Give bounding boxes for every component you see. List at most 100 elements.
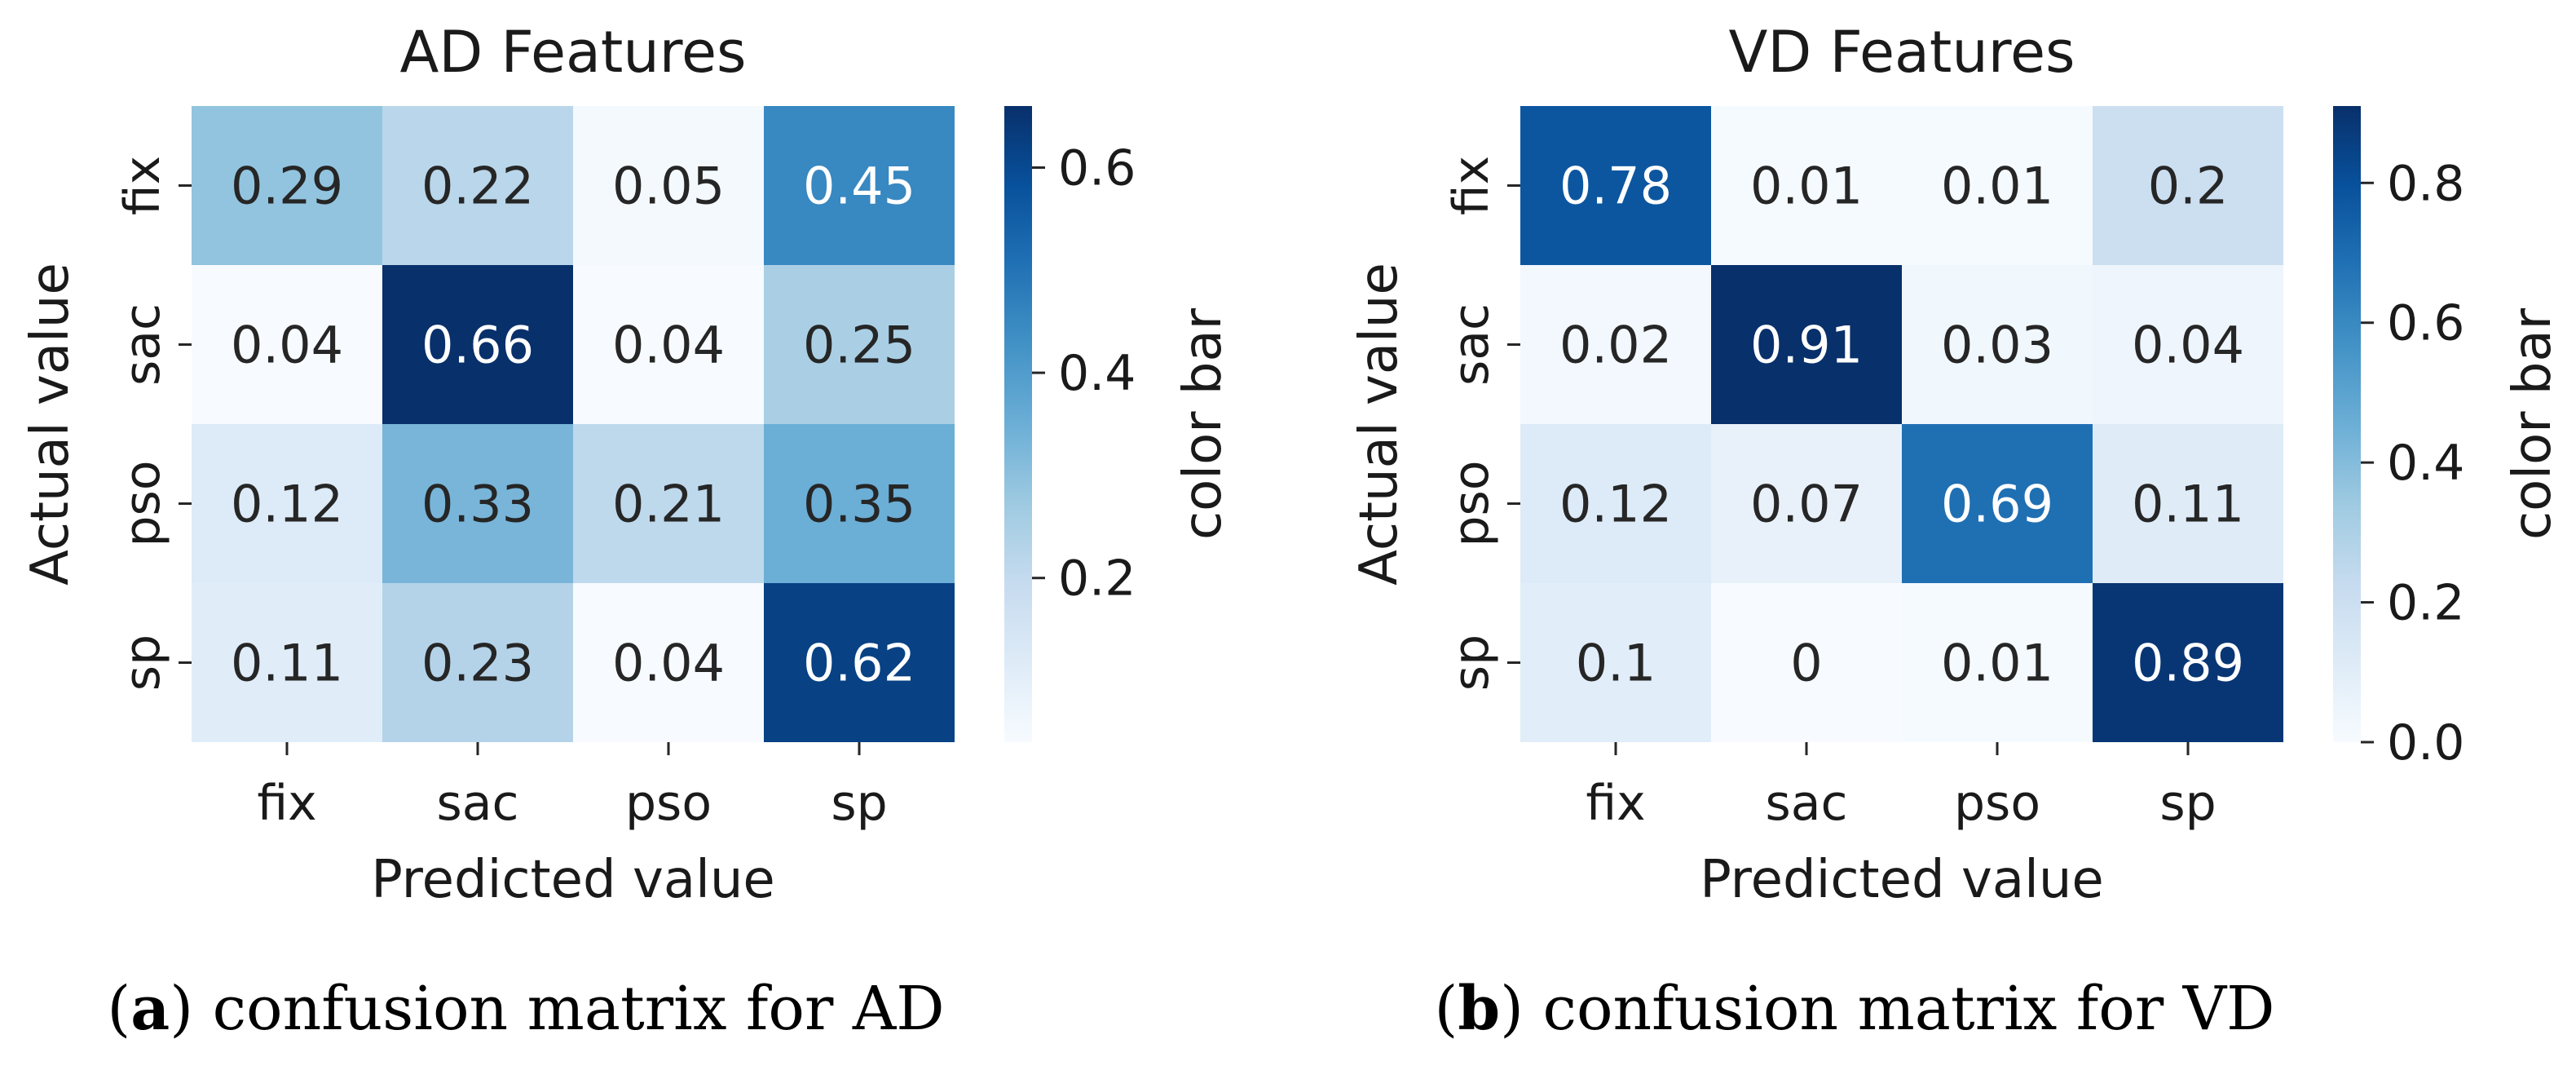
figure-caption: (a) confusion matrix for AD [107, 974, 944, 1044]
cell-value-label: 0.45 [803, 157, 915, 216]
heatmap-cell [764, 583, 955, 742]
colorbar-tick-label: 0.2 [2387, 575, 2464, 632]
colorbar-tick-label: 0.6 [2387, 295, 2464, 352]
caption-open-paren: ( [1434, 974, 1458, 1044]
x-tick-label: fix [257, 775, 316, 832]
colorbar [1004, 106, 1032, 742]
heatmap-cell [2093, 265, 2283, 424]
x-axis-label: Predicted value [371, 850, 775, 910]
cell-value-label: 0.25 [803, 316, 915, 375]
heatmap-cell [2093, 424, 2283, 583]
heatmap-cell [573, 265, 764, 424]
x-tick-label: sac [1765, 775, 1847, 832]
y-tick-label: fix [114, 156, 171, 215]
cell-value-label: 0.66 [421, 316, 534, 375]
cell-value-label: 0.69 [1941, 475, 2053, 534]
cell-value-label: 0.11 [231, 634, 343, 693]
heatmap-cell [1520, 265, 1711, 424]
chart-title: VD Features [1728, 19, 2075, 86]
cell-value-label: 0.2 [2148, 157, 2229, 216]
cell-value-label: 0.12 [231, 475, 343, 534]
heatmap-cell [1902, 106, 2093, 265]
caption-letter: b [1458, 974, 1500, 1044]
x-tick-label: sp [831, 775, 887, 832]
heatmap-cell [1520, 424, 1711, 583]
colorbar [2333, 106, 2361, 742]
colorbar-tick-label: 0.4 [2387, 435, 2464, 492]
colorbar-tick-label: 0.0 [2387, 714, 2464, 772]
x-tick-label: sac [436, 775, 518, 832]
cell-value-label: 0.01 [1941, 634, 2053, 693]
colorbar-tick-label: 0.6 [1058, 139, 1136, 197]
heatmap-cell [1520, 583, 1711, 742]
cell-value-label: 0.07 [1750, 475, 1863, 534]
y-tick-label: sp [114, 634, 171, 691]
heatmap-cell [1711, 424, 1902, 583]
heatmap-cell [764, 265, 955, 424]
heatmap-cell [573, 106, 764, 265]
y-tick-label: fix [1443, 156, 1500, 215]
caption-letter: a [130, 974, 170, 1044]
x-tick-label: fix [1586, 775, 1645, 832]
heatmap-cell [192, 106, 382, 265]
cell-value-label: 0.78 [1559, 157, 1672, 216]
colorbar-label: color bar [1173, 307, 1233, 540]
x-tick-label: sp [2159, 775, 2216, 832]
heatmap-cell [382, 106, 573, 265]
caption-open-paren: ( [107, 974, 130, 1044]
cell-value-label: 0.04 [231, 316, 343, 375]
heatmap-panel-ad: AD Features 0.29 0.22 0.05 0.45 0.04 0.66 0.04 0… [20, 19, 1233, 1044]
cell-value-label: 0.35 [803, 475, 915, 534]
caption-close-paren: ) [170, 974, 193, 1044]
cell-value-label: 0.23 [421, 634, 534, 693]
heatmap-cell [1902, 265, 2093, 424]
heatmap-cell [764, 424, 955, 583]
cell-value-label: 0.91 [1750, 316, 1863, 375]
y-axis-label: Actual value [1349, 263, 1409, 586]
cell-value-label: 0.29 [231, 157, 343, 216]
cell-value-label: 0.04 [2132, 316, 2244, 375]
cell-value-label: 0.04 [612, 634, 725, 693]
heatmap-cell [192, 424, 382, 583]
colorbar-tick-label: 0.8 [2387, 155, 2464, 212]
heatmap-cell [382, 583, 573, 742]
heatmap-cell [573, 424, 764, 583]
heatmap-cell [1520, 106, 1711, 265]
cell-value-label: 0.01 [1750, 157, 1863, 216]
cell-value-label: 0.03 [1941, 316, 2053, 375]
heatmap-cell [382, 424, 573, 583]
figure-caption: (b) confusion matrix for VD [1434, 974, 2274, 1044]
colorbar-tick-label: 0.4 [1058, 345, 1136, 402]
x-tick-label: pso [1954, 775, 2040, 832]
heatmap-cell [1902, 424, 2093, 583]
cell-value-label: 0.12 [1559, 475, 1672, 534]
colorbar-label: color bar [2503, 307, 2563, 540]
heatmap-cell [764, 106, 955, 265]
heatmap-cell [2093, 106, 2283, 265]
chart-title: AD Features [399, 19, 746, 86]
cell-value-label: 0.01 [1941, 157, 2053, 216]
caption-text: confusion matrix for AD [193, 974, 945, 1044]
cell-value-label: 0.62 [803, 634, 915, 693]
heatmap-cell [1711, 106, 1902, 265]
heatmap-cell [192, 583, 382, 742]
heatmap-cell [382, 265, 573, 424]
cell-value-label: 0.21 [612, 475, 725, 534]
heatmap-cell [573, 583, 764, 742]
y-tick-label: sac [114, 303, 171, 386]
x-tick-label: pso [625, 775, 712, 832]
y-tick-label: pso [114, 460, 171, 546]
heatmap-cell [1711, 265, 1902, 424]
cell-value-label: 0.89 [2132, 634, 2244, 693]
cell-value-label: 0.22 [421, 157, 534, 216]
y-tick-label: pso [1443, 460, 1500, 546]
cell-value-label: 0 [1790, 634, 1822, 693]
cell-value-label: 0.1 [1576, 634, 1656, 693]
cell-value-label: 0.11 [2132, 475, 2244, 534]
cell-value-label: 0.02 [1559, 316, 1672, 375]
cell-value-label: 0.04 [612, 316, 725, 375]
heatmap-panel-vd: VD Features 0.78 0.01 0.01 0.2 0.02 0.91 0.03 0.… [1349, 19, 2563, 1044]
caption-close-paren: ) [1500, 974, 1524, 1044]
heatmap-cell [1711, 583, 1902, 742]
